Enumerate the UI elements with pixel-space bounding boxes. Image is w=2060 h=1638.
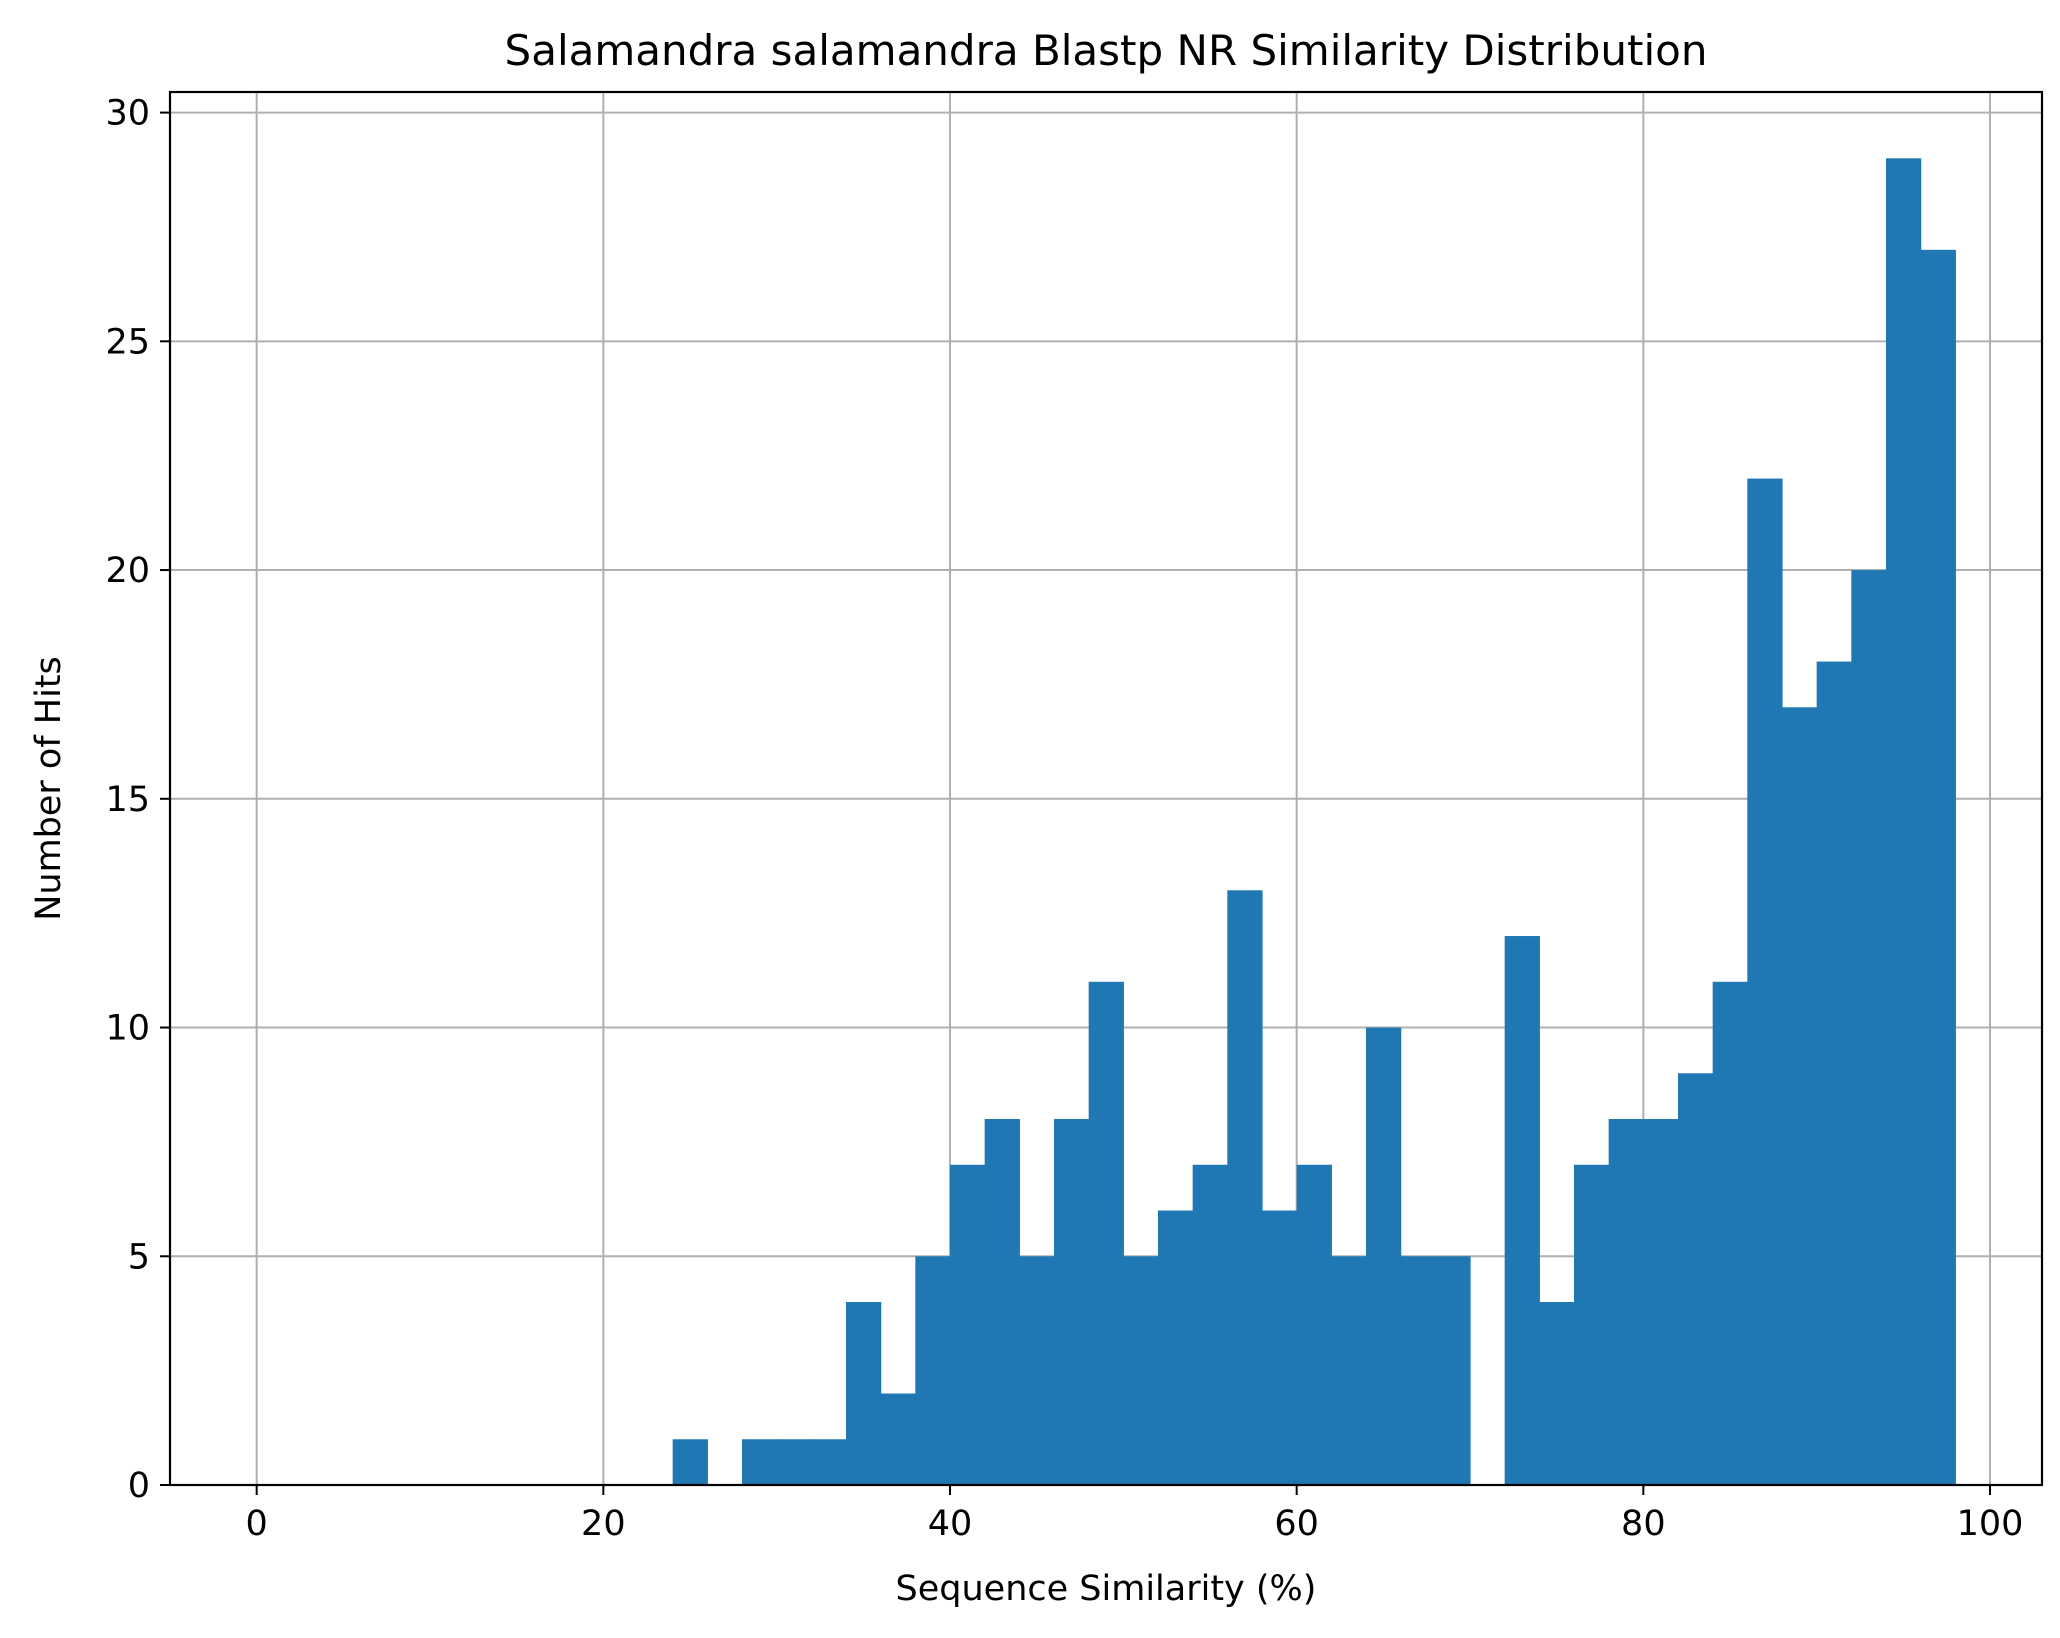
histogram-bar <box>1574 1164 1610 1485</box>
y-axis-ticks: 0 5 10 15 20 25 30 <box>105 94 170 1506</box>
y-tick-label: 0 <box>128 1466 150 1506</box>
histogram-bar <box>880 1393 916 1485</box>
histogram-bar <box>1678 1073 1714 1485</box>
x-tick-label: 40 <box>928 1504 973 1544</box>
histogram-bar <box>1262 1210 1298 1485</box>
histogram-bar <box>1816 661 1852 1485</box>
histogram-bar <box>1435 1256 1471 1485</box>
histogram-bar <box>1608 1119 1644 1485</box>
histogram-bar <box>811 1439 847 1485</box>
histogram-bar <box>1366 1027 1402 1485</box>
histogram-bar <box>1782 707 1818 1485</box>
x-tick-label: 0 <box>246 1504 268 1544</box>
histogram-bar <box>742 1439 778 1485</box>
x-tick-label: 100 <box>1957 1504 2024 1544</box>
histogram-bar <box>1851 570 1887 1485</box>
histogram-bar <box>1227 890 1263 1485</box>
plot-frame <box>168 90 2044 1487</box>
histogram-bar <box>1158 1210 1194 1485</box>
histogram-bar <box>950 1164 986 1485</box>
histogram-bar <box>1296 1164 1332 1485</box>
histogram-bars <box>672 158 1956 1485</box>
x-tick-label: 80 <box>1621 1504 1666 1544</box>
y-tick-label: 15 <box>105 780 150 820</box>
histogram-bar <box>1504 936 1540 1485</box>
x-axis-ticks: 0 20 40 60 80 100 <box>246 1485 2024 1544</box>
histogram-bar <box>1643 1119 1679 1485</box>
y-tick-label: 5 <box>128 1237 150 1277</box>
histogram-bar <box>1539 1302 1575 1485</box>
histogram-bar <box>1088 981 1124 1485</box>
histogram-bar <box>1920 249 1956 1485</box>
histogram-bar <box>672 1439 708 1485</box>
histogram-bar <box>846 1302 882 1485</box>
x-tick-label: 60 <box>1274 1504 1319 1544</box>
histogram-bar <box>1712 981 1748 1485</box>
histogram-bar <box>984 1119 1020 1485</box>
histogram-bar <box>915 1256 951 1485</box>
y-axis-label: Number of Hits <box>29 656 69 921</box>
y-tick-label: 20 <box>105 551 150 591</box>
grid-lines <box>170 92 2042 1486</box>
histogram-bar <box>1400 1256 1436 1485</box>
histogram-bar <box>1331 1256 1367 1485</box>
histogram-bar <box>1054 1119 1090 1485</box>
x-axis-label: Sequence Similarity (%) <box>896 1569 1317 1609</box>
histogram-bar <box>1747 478 1783 1485</box>
histogram-bar <box>776 1439 812 1485</box>
chart-title: Salamandra salamandra Blastp NR Similari… <box>505 26 1708 75</box>
histogram-bar <box>1192 1164 1228 1485</box>
histogram-bar <box>1886 158 1922 1485</box>
histogram-bar <box>1019 1256 1055 1485</box>
x-tick-label: 20 <box>581 1504 626 1544</box>
y-tick-label: 30 <box>105 94 150 134</box>
y-tick-label: 10 <box>105 1009 150 1049</box>
histogram-bar <box>1123 1256 1159 1485</box>
y-tick-label: 25 <box>105 322 150 362</box>
